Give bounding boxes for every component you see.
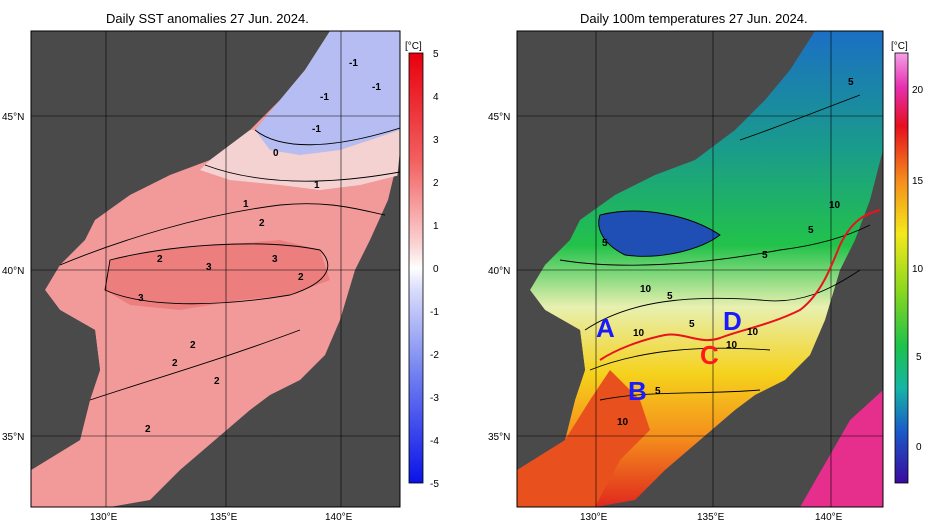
contour-label: 2	[145, 424, 151, 435]
right-japan-land	[635, 150, 883, 507]
right-pacific-warm	[800, 390, 883, 507]
contour-label: 2	[214, 376, 220, 387]
contour-label: -1	[320, 92, 329, 103]
contour-label: 5	[762, 250, 768, 261]
colorbar-tick: 1	[433, 221, 439, 232]
contour-label: 1	[314, 180, 320, 191]
contour-label: 5	[689, 319, 695, 330]
left-grid	[31, 31, 400, 507]
contour-label: -1	[312, 124, 321, 135]
colorbar-tick: 3	[433, 135, 439, 146]
lat-label: 40°N	[2, 266, 24, 277]
contour-label: 2	[157, 254, 163, 265]
contour-label: 10	[747, 327, 759, 338]
colorbar-tick: 20	[912, 85, 924, 96]
contour-label: 5	[848, 77, 854, 88]
lat-label: 40°N	[488, 266, 510, 277]
contour-label: 5	[667, 291, 673, 302]
contour-label: 2	[298, 272, 304, 283]
colorbar-tick: 2	[433, 178, 439, 189]
lon-label: 140°E	[325, 512, 353, 523]
right-colorbar-ticks: 20 15 10 5 0	[912, 85, 924, 453]
left-contours	[59, 127, 400, 401]
colorbar-tick: -5	[430, 479, 439, 490]
contour-label: 5	[655, 386, 661, 397]
right-cold-core	[598, 211, 720, 257]
lon-label: 130°E	[90, 512, 118, 523]
left-japan-land	[150, 150, 400, 507]
contour-label: 5	[808, 225, 814, 236]
lon-label: 130°E	[580, 512, 608, 523]
lat-label: 45°N	[2, 112, 24, 123]
contour-label: 3	[206, 262, 212, 273]
left-colorbar	[408, 52, 424, 484]
colorbar-tick: -2	[430, 350, 439, 361]
left-negative-anomaly-area	[255, 31, 400, 155]
contour-label: 3	[138, 293, 144, 304]
contour-label: 10	[726, 340, 738, 351]
right-region-letters: A B C D	[596, 306, 742, 406]
colorbar-tick: 5	[916, 352, 922, 363]
contour-label: 10	[829, 200, 841, 211]
colorbar-tick: 4	[433, 92, 439, 103]
lon-label: 135°E	[210, 512, 238, 523]
region-letter-b: B	[628, 376, 647, 406]
contour-label: -1	[349, 58, 358, 69]
left-colorbar-unit: [°C]	[405, 41, 422, 52]
right-contour-labels: 5 5 5 5 10 5 10 5 10 10 5 10 10	[602, 77, 854, 428]
colorbar-tick: 0	[433, 264, 439, 275]
colorbar-tick: 5	[433, 49, 439, 60]
region-letter-d: D	[723, 306, 742, 336]
colorbar-tick: 15	[912, 176, 924, 187]
colorbar-tick: -4	[430, 436, 439, 447]
contour-label: 2	[259, 218, 265, 229]
lat-label: 35°N	[488, 432, 510, 443]
right-panel-title: Daily 100m temperatures 27 Jun. 2024.	[580, 11, 808, 26]
right-colorbar	[894, 52, 909, 484]
colorbar-tick: 10	[912, 264, 924, 275]
contour-label: 10	[640, 284, 652, 295]
left-korea-land	[31, 290, 100, 470]
right-axis-labels: 45°N 40°N 35°N 130°E 135°E 140°E	[488, 112, 843, 523]
left-panel-title: Daily SST anomalies 27 Jun. 2024.	[106, 11, 309, 26]
contour-label: 10	[617, 417, 629, 428]
colorbar-tick: -3	[430, 393, 439, 404]
lat-label: 45°N	[488, 112, 510, 123]
colorbar-tick: -1	[430, 307, 439, 318]
contour-label: 3	[272, 254, 278, 265]
colorbar-tick: 0	[916, 442, 922, 453]
contour-label: 5	[602, 238, 608, 249]
right-colorbar-unit: [°C]	[891, 41, 908, 52]
right-map-frame	[516, 30, 884, 508]
right-korea-land	[517, 290, 585, 470]
contour-label: 10	[633, 328, 645, 339]
contour-label: 2	[172, 358, 178, 369]
region-letter-a: A	[596, 313, 615, 343]
left-map-frame	[30, 30, 401, 508]
lat-label: 35°N	[2, 432, 24, 443]
left-axis-labels: 45°N 40°N 35°N 130°E 135°E 140°E	[2, 112, 353, 523]
right-grid	[517, 31, 883, 507]
contour-label: 0	[273, 148, 279, 159]
left-neutral-area	[200, 130, 400, 190]
right-map	[517, 31, 883, 507]
left-map	[31, 31, 400, 507]
left-colorbar-ticks: 5 4 3 2 1 0 -1 -2 -3 -4 -5	[430, 49, 439, 490]
region-letter-c: C	[700, 340, 719, 370]
lon-label: 140°E	[815, 512, 843, 523]
left-warm-core	[105, 240, 330, 310]
right-front-line	[599, 209, 881, 361]
left-contour-labels: -1 -1 -1 -1 0 1 1 2 2 3 3 2 3 2 2 2 2	[138, 58, 381, 435]
contour-label: -1	[372, 82, 381, 93]
right-contours	[559, 94, 871, 401]
lon-label: 135°E	[697, 512, 725, 523]
contour-label: 1	[243, 199, 249, 210]
contour-label: 2	[190, 340, 196, 351]
right-warm-current	[517, 370, 650, 507]
